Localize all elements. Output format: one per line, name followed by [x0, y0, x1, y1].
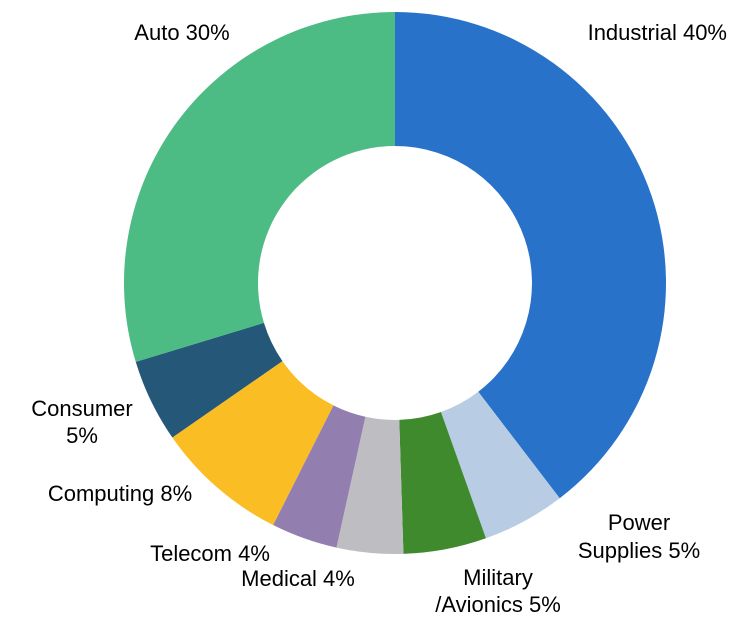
slice-labels: Industrial 40% Power Supplies 5% Military/A… — [31, 20, 727, 617]
slice-label-military-avionics: Military/Avionics 5% — [435, 565, 561, 617]
slice-telecom — [273, 405, 366, 548]
slice-label-medical: Medical 4% — [241, 566, 355, 591]
slice-computing — [172, 361, 334, 526]
slice-auto — [123, 12, 395, 362]
slice-industrial — [395, 11, 667, 499]
slice-label-telecom: Telecom 4% — [150, 541, 270, 566]
slice-medical — [336, 416, 404, 554]
donut-slices — [123, 11, 667, 554]
slice-military-avionics — [399, 412, 486, 554]
slice-label-computing: Computing 8% — [48, 481, 192, 506]
slice-label-power-supplies: Power Supplies 5% — [578, 510, 700, 563]
slice-label-industrial: Industrial 40% — [588, 20, 727, 45]
slice-power-supplies — [440, 391, 560, 539]
slice-label-consumer: Consumer 5% — [31, 396, 132, 448]
slice-consumer — [135, 322, 283, 438]
slice-label-auto: Auto 30% — [134, 20, 229, 45]
